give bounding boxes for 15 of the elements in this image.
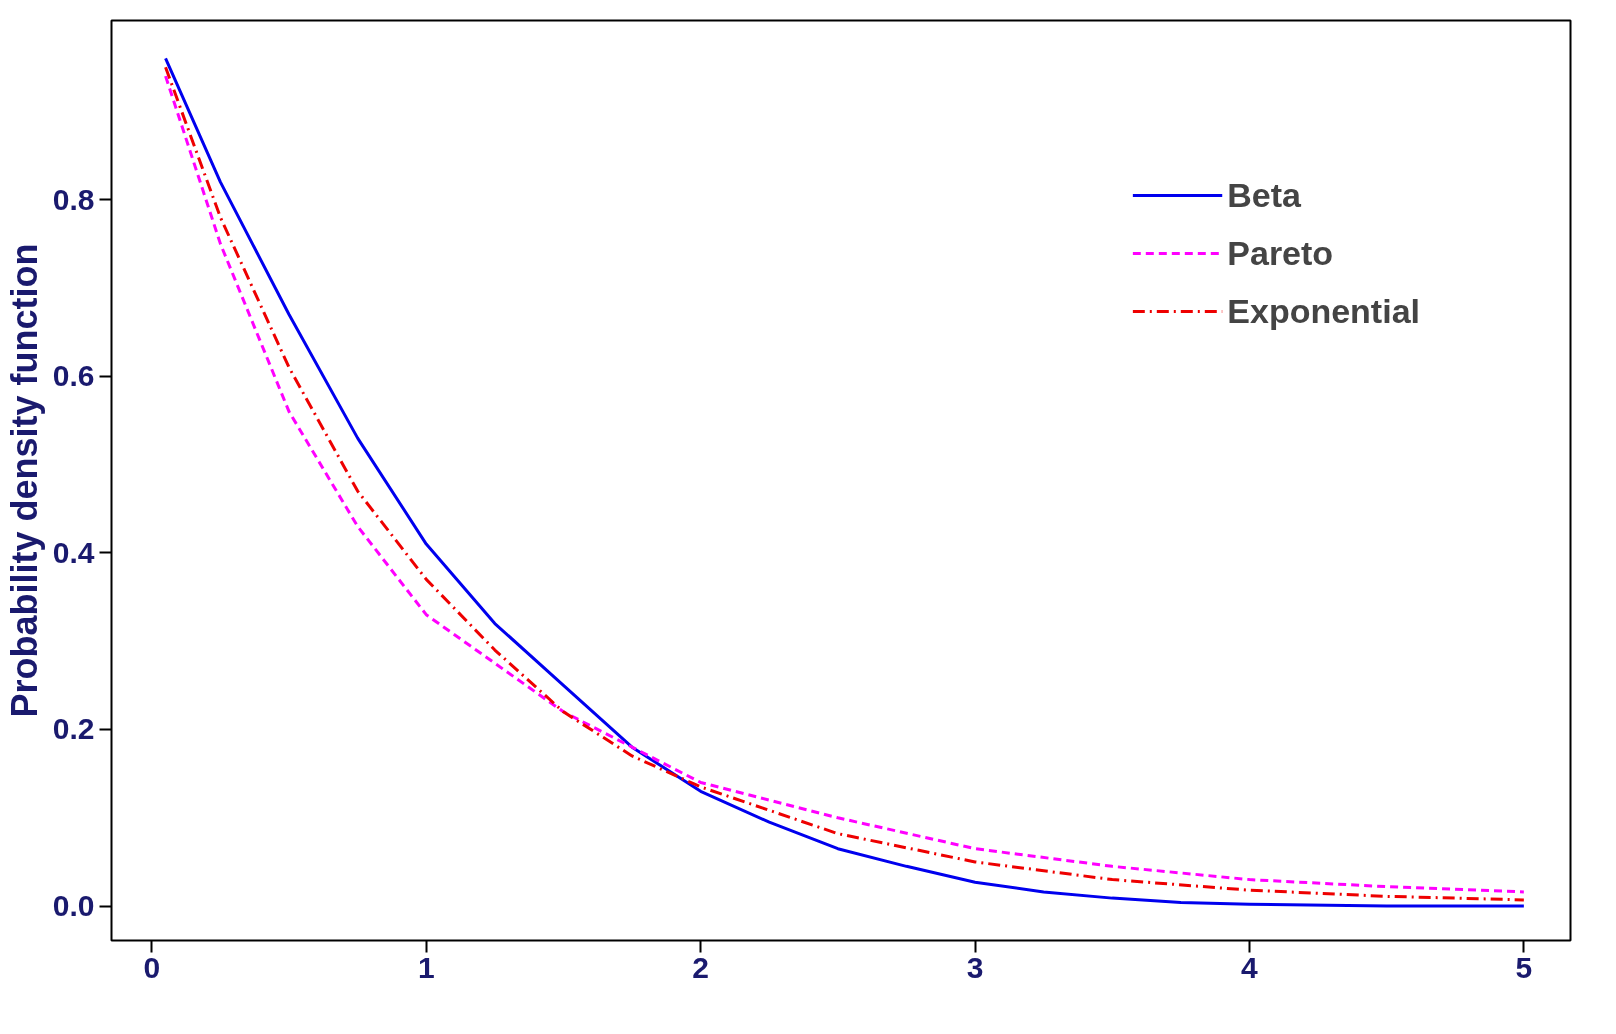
- x-tick-label: 2: [692, 950, 709, 984]
- legend-label: Exponential: [1227, 290, 1420, 332]
- y-tick-label: 0.8: [52, 182, 95, 216]
- x-tick-label: 1: [417, 950, 435, 984]
- legend-label: Beta: [1227, 174, 1301, 216]
- y-tick-label: 0.0: [52, 889, 95, 923]
- x-tick-label: 4: [1241, 950, 1259, 984]
- x-tick-label: 3: [966, 950, 984, 984]
- x-tick-label: 5: [1515, 950, 1533, 984]
- y-tick-label: 0.2: [52, 712, 95, 746]
- x-tick-label: 0: [143, 950, 161, 984]
- y-axis-title: Probability density function: [3, 243, 45, 718]
- y-tick-label: 0.4: [52, 535, 95, 569]
- legend-label: Pareto: [1227, 232, 1334, 274]
- y-tick-label: 0.6: [52, 359, 95, 393]
